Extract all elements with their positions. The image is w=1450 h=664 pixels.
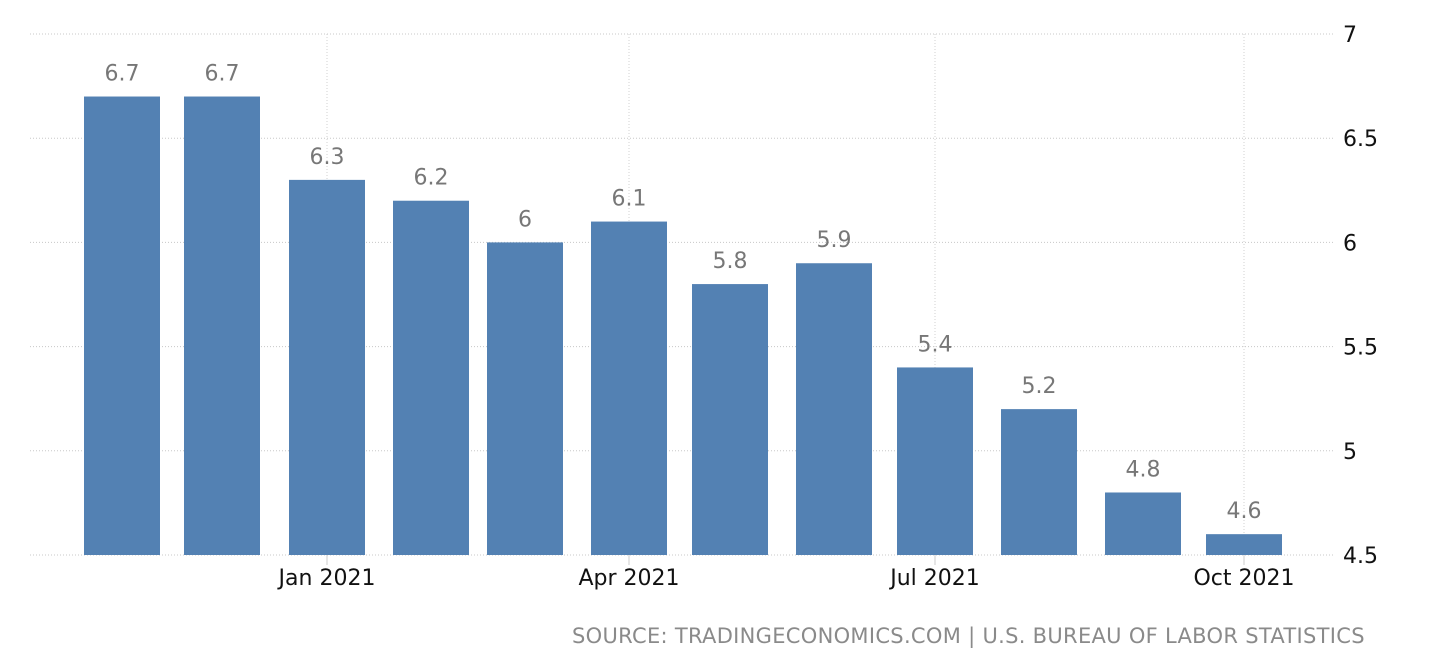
bar	[591, 221, 667, 555]
data-label: 5.2	[1022, 374, 1057, 399]
x-tick-label: Jan 2021	[277, 566, 376, 591]
data-label: 6.1	[612, 187, 647, 212]
bar	[289, 179, 365, 555]
bar-chart: 4.5 5 5.5 6 6.5 7 Jan 2021 Apr 2021 Jul 2021 Oct …	[30, 23, 1378, 591]
x-tick-label: Jul 2021	[888, 566, 980, 591]
data-label: 6.7	[205, 62, 240, 87]
y-tick-label: 6.5	[1343, 127, 1378, 152]
data-label: 5.9	[817, 228, 852, 253]
x-tick-label: Apr 2021	[578, 566, 679, 591]
bar	[1105, 492, 1181, 555]
y-tick-label: 4.5	[1343, 544, 1378, 569]
y-tick-label: 6	[1343, 231, 1357, 256]
data-label: 4.8	[1126, 457, 1161, 482]
bar	[84, 96, 160, 556]
data-label: 4.6	[1227, 499, 1262, 524]
bar	[393, 200, 469, 555]
data-label: 5.4	[918, 332, 953, 357]
source-note: SOURCE: TRADINGECONOMICS.COM | U.S. BURE…	[572, 624, 1365, 648]
data-label: 6	[518, 207, 532, 232]
x-tick-label: Oct 2021	[1193, 566, 1294, 591]
data-label: 6.2	[414, 166, 449, 191]
bar	[1001, 409, 1077, 555]
bar	[1206, 534, 1282, 555]
y-tick-label: 5	[1343, 440, 1357, 465]
data-label: 6.3	[310, 145, 345, 170]
y-tick-label: 5.5	[1343, 336, 1378, 361]
bar	[692, 284, 768, 555]
bar	[796, 263, 872, 555]
bar	[487, 242, 563, 555]
data-label: 5.8	[713, 249, 748, 274]
y-tick-label: 7	[1343, 23, 1357, 48]
bar	[897, 367, 973, 555]
data-label: 6.7	[105, 62, 140, 87]
bar	[184, 96, 260, 556]
